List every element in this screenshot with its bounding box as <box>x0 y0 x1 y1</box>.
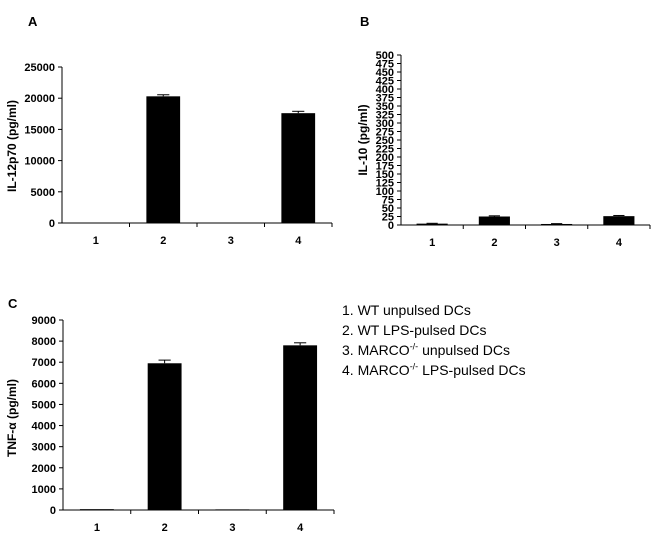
panel-a-plot: 0 5000 10000 15000 20000 25000 1 2 3 4 <box>24 62 333 247</box>
y-tick-label: 475 <box>376 59 394 71</box>
y-tick-label: 75 <box>382 195 394 207</box>
y-tick-label: 7000 <box>32 357 56 369</box>
y-tick-label: 175 <box>376 161 394 173</box>
y-tick-label: 0 <box>388 220 394 232</box>
legend-item-4-genotype: -/- <box>409 361 419 372</box>
y-tick-label: 8000 <box>32 336 56 348</box>
y-tick-label: 3000 <box>32 442 56 454</box>
panel-b: B IL-10 (pg/ml) 025507510012515017520022… <box>356 14 651 249</box>
y-tick-label: 6000 <box>32 378 56 390</box>
y-tick-label: 500 <box>376 50 394 62</box>
y-tick-label: 250 <box>376 135 394 147</box>
y-tick-label: 9000 <box>32 315 56 327</box>
bar-1 <box>416 223 448 225</box>
legend-item-1-text: 1. WT unpulsed DCs <box>342 302 471 318</box>
category-label-4: 4 <box>616 237 623 249</box>
y-tick-label: 15000 <box>24 124 55 136</box>
panel-c-ylabel: TNF-α (pg/ml) <box>5 379 19 457</box>
panel-b-letter: B <box>360 14 369 29</box>
category-label-3: 3 <box>554 237 560 249</box>
y-tick-label: 25000 <box>24 62 55 74</box>
y-tick-label: 425 <box>376 76 394 88</box>
bar-2 <box>146 96 181 223</box>
y-tick-label: 20000 <box>24 93 55 105</box>
category-label-1: 1 <box>94 522 100 534</box>
y-tick-label: 450 <box>376 67 394 79</box>
panel-c: C TNF-α (pg/ml) 0 1000 2000 3000 4000 5000 600… <box>5 296 335 534</box>
legend-item-3-suffix: unpulsed DCs <box>418 342 511 358</box>
y-tick-label: 50 <box>382 203 394 215</box>
y-tick-label: 5000 <box>31 187 55 199</box>
category-label-2: 2 <box>162 522 168 534</box>
bar-1 <box>79 509 114 510</box>
legend-item-2: 2. WT LPS-pulsed DCs <box>342 320 642 340</box>
legend: 1. WT unpulsed DCs 2. WT LPS-pulsed DCs … <box>342 300 642 380</box>
panel-a-ylabel: IL-12p70 (pg/ml) <box>5 100 19 192</box>
category-label-1: 1 <box>429 237 435 249</box>
y-tick-label: 300 <box>376 118 394 130</box>
panel-a-letter: A <box>28 14 38 29</box>
y-tick-label: 200 <box>376 152 394 164</box>
category-label-4: 4 <box>295 235 302 247</box>
panel-c-letter: C <box>8 296 18 311</box>
legend-item-2-text: 2. WT LPS-pulsed DCs <box>342 322 487 338</box>
y-tick-label: 225 <box>376 144 394 156</box>
legend-item-1: 1. WT unpulsed DCs <box>342 300 642 320</box>
bar-4 <box>281 113 316 223</box>
panel-b-plot: 0255075100125150175200225250275300325350… <box>376 50 651 249</box>
y-tick-label: 1000 <box>32 484 56 496</box>
legend-item-4-suffix: LPS-pulsed DCs <box>418 362 526 378</box>
y-tick-label: 150 <box>376 169 394 181</box>
legend-item-3: 3. MARCO-/- unpulsed DCs <box>342 340 642 360</box>
y-tick-label: 125 <box>376 178 394 190</box>
bar-2 <box>478 216 510 225</box>
category-label-2: 2 <box>491 237 497 249</box>
legend-item-4: 4. MARCO-/- LPS-pulsed DCs <box>342 360 642 380</box>
y-tick-label: 350 <box>376 101 394 113</box>
panel-a: A IL-12p70 (pg/ml) 0 5000 10000 15000 20000 2… <box>5 14 333 247</box>
category-label-1: 1 <box>93 235 99 247</box>
y-tick-label: 0 <box>50 505 56 517</box>
y-tick-label: 5000 <box>32 399 56 411</box>
panel-c-plot: 0 1000 2000 3000 4000 5000 6000 7000 8000 9000 1 2 3… <box>32 315 335 534</box>
legend-item-3-genotype: -/- <box>409 341 419 352</box>
bar-2 <box>147 363 182 510</box>
bar-3 <box>541 223 573 225</box>
category-label-4: 4 <box>297 522 304 534</box>
category-label-2: 2 <box>160 235 166 247</box>
category-label-3: 3 <box>228 235 234 247</box>
bar-4 <box>603 216 635 225</box>
y-tick-label: 100 <box>376 186 394 198</box>
y-tick-label: 0 <box>49 218 55 230</box>
legend-item-4-text: 4. MARCO <box>342 362 410 378</box>
y-tick-label: 400 <box>376 84 394 96</box>
y-tick-label: 25 <box>382 212 394 224</box>
bar-4 <box>283 345 318 510</box>
y-tick-label: 10000 <box>24 156 55 168</box>
bar-3 <box>215 509 250 510</box>
y-tick-label: 375 <box>376 93 394 105</box>
y-tick-label: 325 <box>376 110 394 122</box>
legend-item-3-text: 3. MARCO <box>342 342 410 358</box>
y-tick-label: 4000 <box>32 421 56 433</box>
category-label-3: 3 <box>229 522 235 534</box>
y-tick-label: 275 <box>376 127 394 139</box>
y-tick-label: 2000 <box>32 463 56 475</box>
panel-b-ylabel: IL-10 (pg/ml) <box>356 104 370 175</box>
